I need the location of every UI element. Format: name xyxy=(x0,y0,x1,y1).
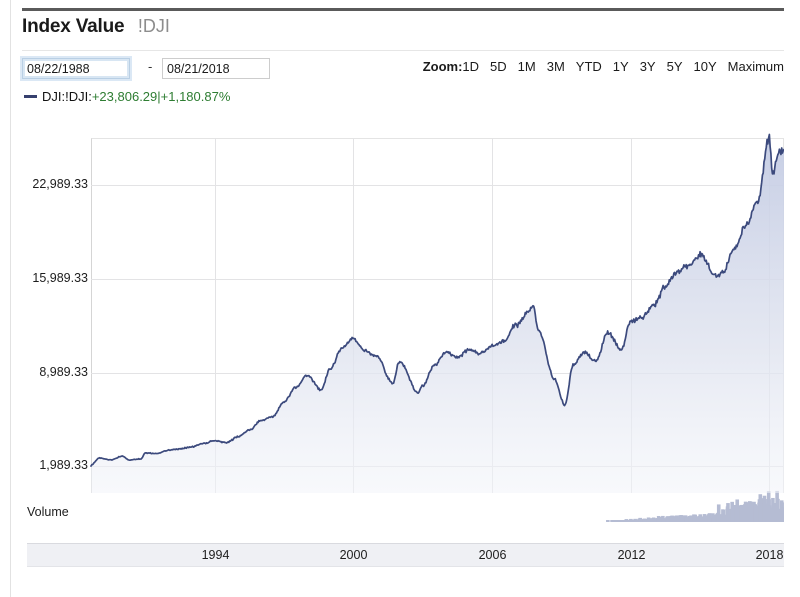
y-axis-tick-label: 15,989.33 xyxy=(32,270,88,285)
legend-change-value: +23,806.29|+1,180.87% xyxy=(91,89,231,104)
volume-bar xyxy=(629,518,633,522)
x-axis-tick-label: 2000 xyxy=(339,548,368,562)
top-divider-rule xyxy=(22,8,784,11)
price-line xyxy=(90,133,784,467)
legend-series-name: DJI:!DJI: xyxy=(42,89,92,104)
volume-bar xyxy=(716,504,721,522)
volume-bars xyxy=(606,490,784,522)
volume-bar xyxy=(619,520,624,522)
volume-bar xyxy=(776,508,781,522)
volume-bar xyxy=(689,515,693,522)
volume-bar xyxy=(749,503,753,522)
volume-bar xyxy=(643,519,647,522)
zoom-option-maximum[interactable]: Maximum xyxy=(727,59,784,74)
zoom-range-group: Zoom:1D 5D 1M 3M YTD 1Y 3Y 5Y 10Y Maximum xyxy=(342,59,784,74)
y-axis-labels: 1,989.33 8,989.33 15,989.33 22,989.33 xyxy=(22,120,88,540)
price-chart-svg[interactable] xyxy=(22,120,784,540)
y-axis-tick-label: 8,989.33 xyxy=(39,364,88,379)
volume-bar xyxy=(647,518,652,522)
volume-bar xyxy=(767,505,772,522)
chart-toolbar: - Zoom:1D 5D 1M 3M YTD 1Y 3Y 5Y 10Y Maximum xyxy=(22,58,784,82)
volume-bar xyxy=(624,519,629,522)
volume-bar xyxy=(610,520,614,522)
zoom-label: Zoom: xyxy=(422,59,463,74)
zoom-option-1m[interactable]: 1M xyxy=(517,59,536,74)
chart-area[interactable]: 1,989.33 8,989.33 15,989.33 22,989.33 Volum… xyxy=(22,120,784,540)
left-border-rule xyxy=(10,0,11,597)
volume-bar xyxy=(617,520,621,522)
zoom-option-3y[interactable]: 3Y xyxy=(639,59,656,74)
volume-bar xyxy=(744,502,749,522)
volume-bar xyxy=(730,505,735,522)
volume-bar xyxy=(693,517,698,522)
volume-bar xyxy=(606,520,610,522)
volume-bar xyxy=(780,507,784,522)
legend-color-swatch xyxy=(24,95,37,99)
price-area-fill xyxy=(91,134,784,493)
volume-bar xyxy=(763,503,767,522)
volume-axis-label: Volume xyxy=(27,505,69,519)
volume-bar xyxy=(735,499,740,522)
zoom-option-5y[interactable]: 5Y xyxy=(666,59,683,74)
volume-bar xyxy=(698,514,703,522)
end-date-input[interactable] xyxy=(162,58,270,79)
date-range-separator: - xyxy=(148,59,153,74)
volume-bar xyxy=(684,517,689,522)
zoom-option-1d[interactable]: 1D xyxy=(462,59,480,74)
y-axis-tick-label: 1,989.33 xyxy=(39,457,88,472)
zoom-option-5d[interactable]: 5D xyxy=(490,59,507,74)
volume-bar xyxy=(726,503,730,522)
volume-bar xyxy=(721,510,726,522)
page-title: Index Value xyxy=(22,16,125,37)
volume-bar xyxy=(740,505,744,522)
panel-header: Index Value !DJI xyxy=(22,16,784,50)
volume-bar xyxy=(753,505,758,522)
zoom-option-3m[interactable]: 3M xyxy=(546,59,565,74)
header-separator xyxy=(22,50,784,51)
zoom-option-10y[interactable]: 10Y xyxy=(693,59,717,74)
volume-bar xyxy=(679,515,684,522)
ticker-symbol: !DJI xyxy=(137,16,170,36)
y-axis-tick-label: 22,989.33 xyxy=(32,176,88,191)
volume-bar xyxy=(652,518,656,522)
volume-bar xyxy=(638,517,642,522)
volume-bar xyxy=(670,516,675,522)
volume-bar xyxy=(612,520,617,522)
x-axis-tick-label: 1994 xyxy=(201,548,230,562)
volume-bar xyxy=(707,513,712,522)
volume-bar xyxy=(712,514,716,522)
zoom-option-ytd[interactable]: YTD xyxy=(575,59,602,74)
x-axis-band: 1994 2000 2006 2012 2018 xyxy=(27,543,784,567)
x-axis-tick-label: 2006 xyxy=(478,548,507,562)
volume-bar xyxy=(666,516,670,522)
x-axis-tick-label: 2012 xyxy=(617,548,646,562)
volume-bar xyxy=(661,518,666,522)
start-date-input[interactable] xyxy=(22,58,130,79)
volume-bar xyxy=(758,494,763,522)
volume-bar xyxy=(633,519,638,522)
x-axis-tick-label: 2018 xyxy=(755,548,784,562)
volume-bar xyxy=(703,514,707,522)
volume-bar xyxy=(675,515,679,522)
chart-legend[interactable]: DJI:!DJI:+23,806.29|+1,180.87% xyxy=(24,89,230,105)
volume-bar xyxy=(656,516,661,522)
volume-bar xyxy=(772,505,776,522)
zoom-option-1y[interactable]: 1Y xyxy=(612,59,629,74)
